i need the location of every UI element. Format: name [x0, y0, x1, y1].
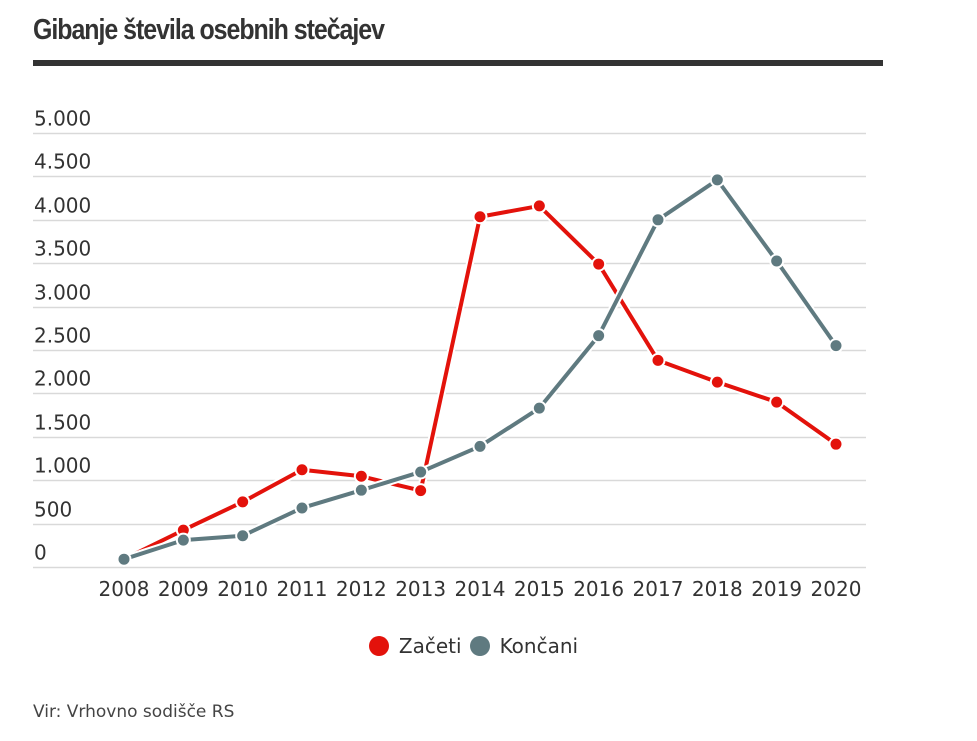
data-point[interactable]: Začeti 2016: 3490 — [591, 256, 607, 272]
data-point[interactable]: Začeti 2018: 2130 — [709, 374, 725, 390]
line-segment — [419, 444, 481, 474]
data-point[interactable]: Končani 2011: 680 — [294, 500, 310, 516]
x-tick-label: 2012 — [336, 577, 387, 601]
data-point[interactable]: Začeti 2015: 4160 — [531, 198, 547, 214]
x-tick-label: 2018 — [692, 577, 743, 601]
line-segment — [241, 468, 303, 504]
line-segment — [182, 500, 244, 532]
line-segment — [183, 533, 243, 543]
line-chart: 0 500 1.000 1.500 2.000 2.500 3.000 3.500 4.000 4… — [33, 107, 866, 601]
line-segment — [123, 538, 184, 562]
data-point[interactable]: Začeti 2019: 1900 — [769, 394, 785, 410]
data-point[interactable]: Končani 2016: 2665 — [591, 328, 607, 344]
data-point[interactable]: Končani 2013: 1095 — [413, 464, 429, 480]
x-tick-label: 2020 — [811, 577, 862, 601]
data-point[interactable]: Začeti 2012: 1045 — [353, 468, 369, 484]
y-tick-label: 0 — [34, 541, 47, 565]
series-layer: Začeti 2008: 90Začeti 2009: 425Začeti 20… — [116, 172, 844, 567]
legend: Začeti Končani — [0, 634, 977, 661]
y-tick-label: 500 — [34, 498, 72, 522]
y-tick-label: 5.000 — [34, 107, 91, 131]
x-tick-label: 2015 — [514, 577, 565, 601]
data-point[interactable]: Končani 2017: 4000 — [650, 212, 666, 228]
legend-item-koncani[interactable]: Končani — [469, 634, 579, 658]
line-segment — [537, 334, 601, 410]
data-point[interactable]: Začeti 2014: 4035 — [472, 209, 488, 225]
line-segment — [301, 488, 362, 510]
y-tick-label: 4.000 — [34, 194, 91, 218]
chart-title: Gibanje števila osebnih stečajev — [33, 14, 385, 46]
y-tick-label: 3.000 — [34, 281, 91, 305]
series-zaeti: Začeti 2008: 90Začeti 2009: 425Začeti 20… — [116, 198, 844, 567]
line-segment — [537, 204, 601, 266]
line-segment — [360, 470, 422, 493]
data-point[interactable]: Končani 2019: 3525 — [769, 253, 785, 269]
source-note: Vir: Vrhovno sodišče RS — [33, 702, 235, 722]
legend-item-zaceti[interactable]: Začeti — [368, 634, 462, 658]
data-point[interactable]: Začeti 2017: 2380 — [650, 352, 666, 368]
x-tick-label: 2016 — [573, 577, 624, 601]
x-tick-label: 2019 — [751, 577, 802, 601]
legend-label: Začeti — [398, 634, 462, 658]
data-point[interactable]: Končani 2014: 1390 — [472, 438, 488, 454]
line-segment — [241, 506, 303, 538]
y-tick-label: 4.500 — [34, 150, 91, 174]
y-tick-label: 2.000 — [34, 367, 91, 391]
line-segment — [715, 178, 779, 263]
x-tick-label: 2013 — [395, 577, 446, 601]
data-point[interactable]: Začeti 2013: 880 — [413, 483, 429, 499]
gridlines — [33, 132, 866, 569]
x-tick-label: 2011 — [277, 577, 328, 601]
line-segment — [775, 400, 838, 446]
data-point[interactable]: Končani 2009: 310 — [175, 532, 191, 548]
x-tick-label: 2017 — [633, 577, 684, 601]
data-point[interactable]: Končani 2020: 2550 — [828, 338, 844, 354]
y-tick-label: 1.500 — [34, 411, 91, 435]
y-tick-label: 2.500 — [34, 324, 91, 348]
x-tick-label: 2010 — [217, 577, 268, 601]
x-axis-ticks: 2008 2009 2010 2011 2012 2013 2014 2015 2016 2017… — [99, 577, 862, 601]
data-point[interactable]: Končani 2018: 4460 — [709, 172, 725, 188]
line-segment — [657, 358, 719, 384]
series-konani: Končani 2008: 90 Končani 2009: 310 Končani… — [116, 172, 844, 567]
line-segment — [596, 263, 660, 362]
line-segment — [596, 218, 660, 337]
data-point[interactable]: Končani 2015: 1830 — [531, 400, 547, 416]
legend-swatch-zaceti — [368, 636, 389, 656]
line-segment — [656, 178, 719, 222]
data-point[interactable]: Končani 2012: 885 — [353, 482, 369, 498]
line-segment — [478, 406, 541, 449]
line-segment — [418, 216, 482, 492]
y-tick-label: 3.500 — [34, 237, 91, 261]
data-point[interactable]: Začeti 2010: 750 — [235, 494, 251, 510]
x-tick-label: 2008 — [99, 577, 150, 601]
line-segment — [479, 203, 540, 219]
data-point[interactable]: Končani 2010: 360 — [235, 528, 251, 544]
y-axis-ticks: 0 500 1.000 1.500 2.000 2.500 3.000 3.500 4.000 4… — [34, 107, 91, 565]
legend-label: Končani — [499, 634, 579, 658]
line-segment — [775, 259, 838, 347]
data-point[interactable]: Končani 2008: 90 — [116, 551, 132, 567]
y-tick-label: 1.000 — [34, 454, 91, 478]
x-tick-label: 2009 — [158, 577, 209, 601]
title-rule — [33, 60, 883, 66]
legend-swatch-koncani — [469, 636, 490, 656]
data-point[interactable]: Začeti 2020: 1415 — [828, 436, 844, 452]
line-segment — [301, 467, 362, 479]
line-segment — [716, 380, 778, 404]
x-tick-label: 2014 — [455, 577, 506, 601]
